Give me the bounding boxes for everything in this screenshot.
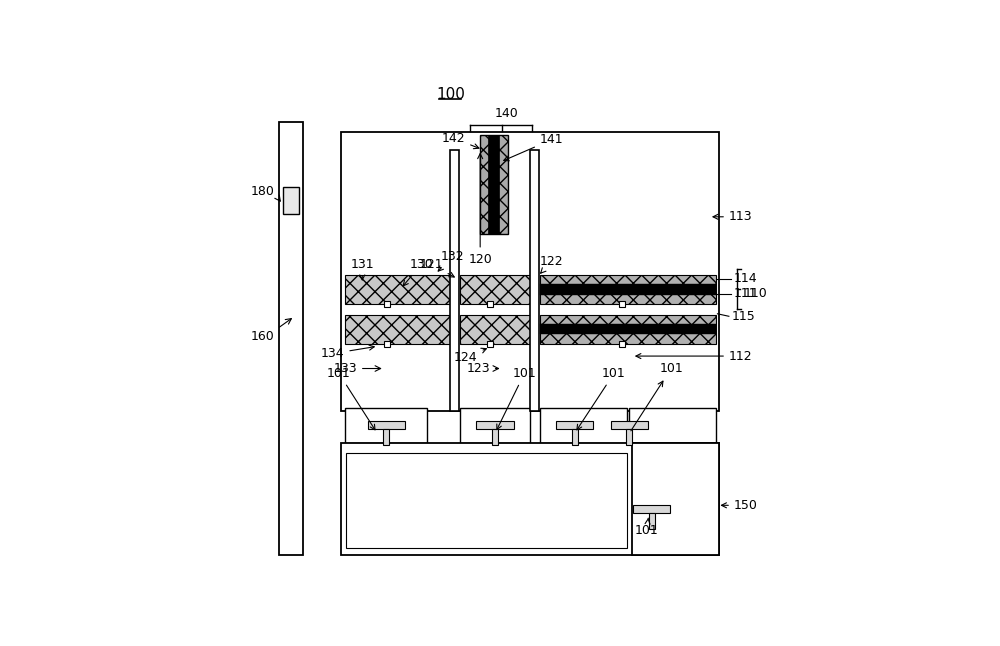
Text: 101: 101 — [497, 367, 536, 430]
FancyBboxPatch shape — [556, 421, 593, 429]
FancyBboxPatch shape — [540, 324, 716, 335]
Text: 130: 130 — [403, 258, 433, 286]
FancyBboxPatch shape — [619, 301, 625, 307]
Text: 133: 133 — [334, 362, 357, 375]
FancyBboxPatch shape — [450, 150, 459, 411]
FancyBboxPatch shape — [619, 340, 625, 347]
FancyBboxPatch shape — [540, 275, 716, 304]
FancyBboxPatch shape — [540, 408, 627, 443]
Text: 142: 142 — [442, 132, 479, 149]
FancyBboxPatch shape — [345, 315, 453, 344]
FancyBboxPatch shape — [341, 443, 719, 555]
Text: 121: 121 — [419, 258, 454, 277]
Text: 113: 113 — [713, 211, 753, 224]
Text: 132: 132 — [438, 250, 464, 271]
Text: 131: 131 — [350, 258, 374, 280]
FancyBboxPatch shape — [626, 429, 632, 445]
Text: 101: 101 — [635, 518, 659, 537]
Text: 101: 101 — [577, 367, 626, 430]
FancyBboxPatch shape — [341, 132, 719, 411]
FancyBboxPatch shape — [460, 275, 532, 304]
Text: 134: 134 — [321, 345, 374, 360]
FancyBboxPatch shape — [649, 513, 655, 528]
Text: 150: 150 — [721, 499, 758, 512]
FancyBboxPatch shape — [629, 408, 716, 443]
FancyBboxPatch shape — [487, 340, 493, 347]
FancyBboxPatch shape — [476, 421, 514, 429]
FancyBboxPatch shape — [460, 315, 532, 344]
FancyBboxPatch shape — [540, 284, 716, 295]
Text: 141: 141 — [504, 133, 563, 161]
Text: 124: 124 — [454, 348, 486, 364]
FancyBboxPatch shape — [346, 453, 627, 548]
FancyBboxPatch shape — [572, 429, 578, 445]
FancyBboxPatch shape — [283, 187, 299, 214]
Text: 101: 101 — [327, 367, 375, 430]
FancyBboxPatch shape — [345, 275, 453, 304]
Text: 122: 122 — [540, 255, 563, 273]
Text: 140: 140 — [495, 107, 518, 120]
FancyBboxPatch shape — [384, 301, 390, 307]
Text: 100: 100 — [436, 87, 465, 103]
Text: 114: 114 — [734, 273, 757, 286]
FancyBboxPatch shape — [611, 421, 648, 429]
FancyBboxPatch shape — [384, 340, 390, 347]
FancyBboxPatch shape — [632, 443, 719, 555]
FancyBboxPatch shape — [383, 429, 389, 445]
FancyBboxPatch shape — [487, 301, 493, 307]
FancyBboxPatch shape — [480, 135, 508, 234]
FancyBboxPatch shape — [488, 135, 499, 234]
Text: 112: 112 — [636, 349, 753, 362]
Text: 120: 120 — [468, 154, 492, 266]
FancyBboxPatch shape — [279, 122, 303, 555]
FancyBboxPatch shape — [633, 505, 670, 513]
Text: 110: 110 — [744, 287, 768, 300]
Text: 123: 123 — [466, 362, 490, 375]
FancyBboxPatch shape — [530, 150, 539, 411]
Text: 160: 160 — [251, 329, 275, 342]
FancyBboxPatch shape — [368, 421, 405, 429]
FancyBboxPatch shape — [345, 408, 427, 443]
Text: 115: 115 — [731, 310, 755, 323]
Text: 180: 180 — [251, 185, 275, 198]
FancyBboxPatch shape — [492, 429, 498, 445]
Text: 101: 101 — [631, 362, 683, 431]
FancyBboxPatch shape — [460, 408, 530, 443]
FancyBboxPatch shape — [540, 315, 716, 344]
Text: 111: 111 — [734, 287, 757, 300]
